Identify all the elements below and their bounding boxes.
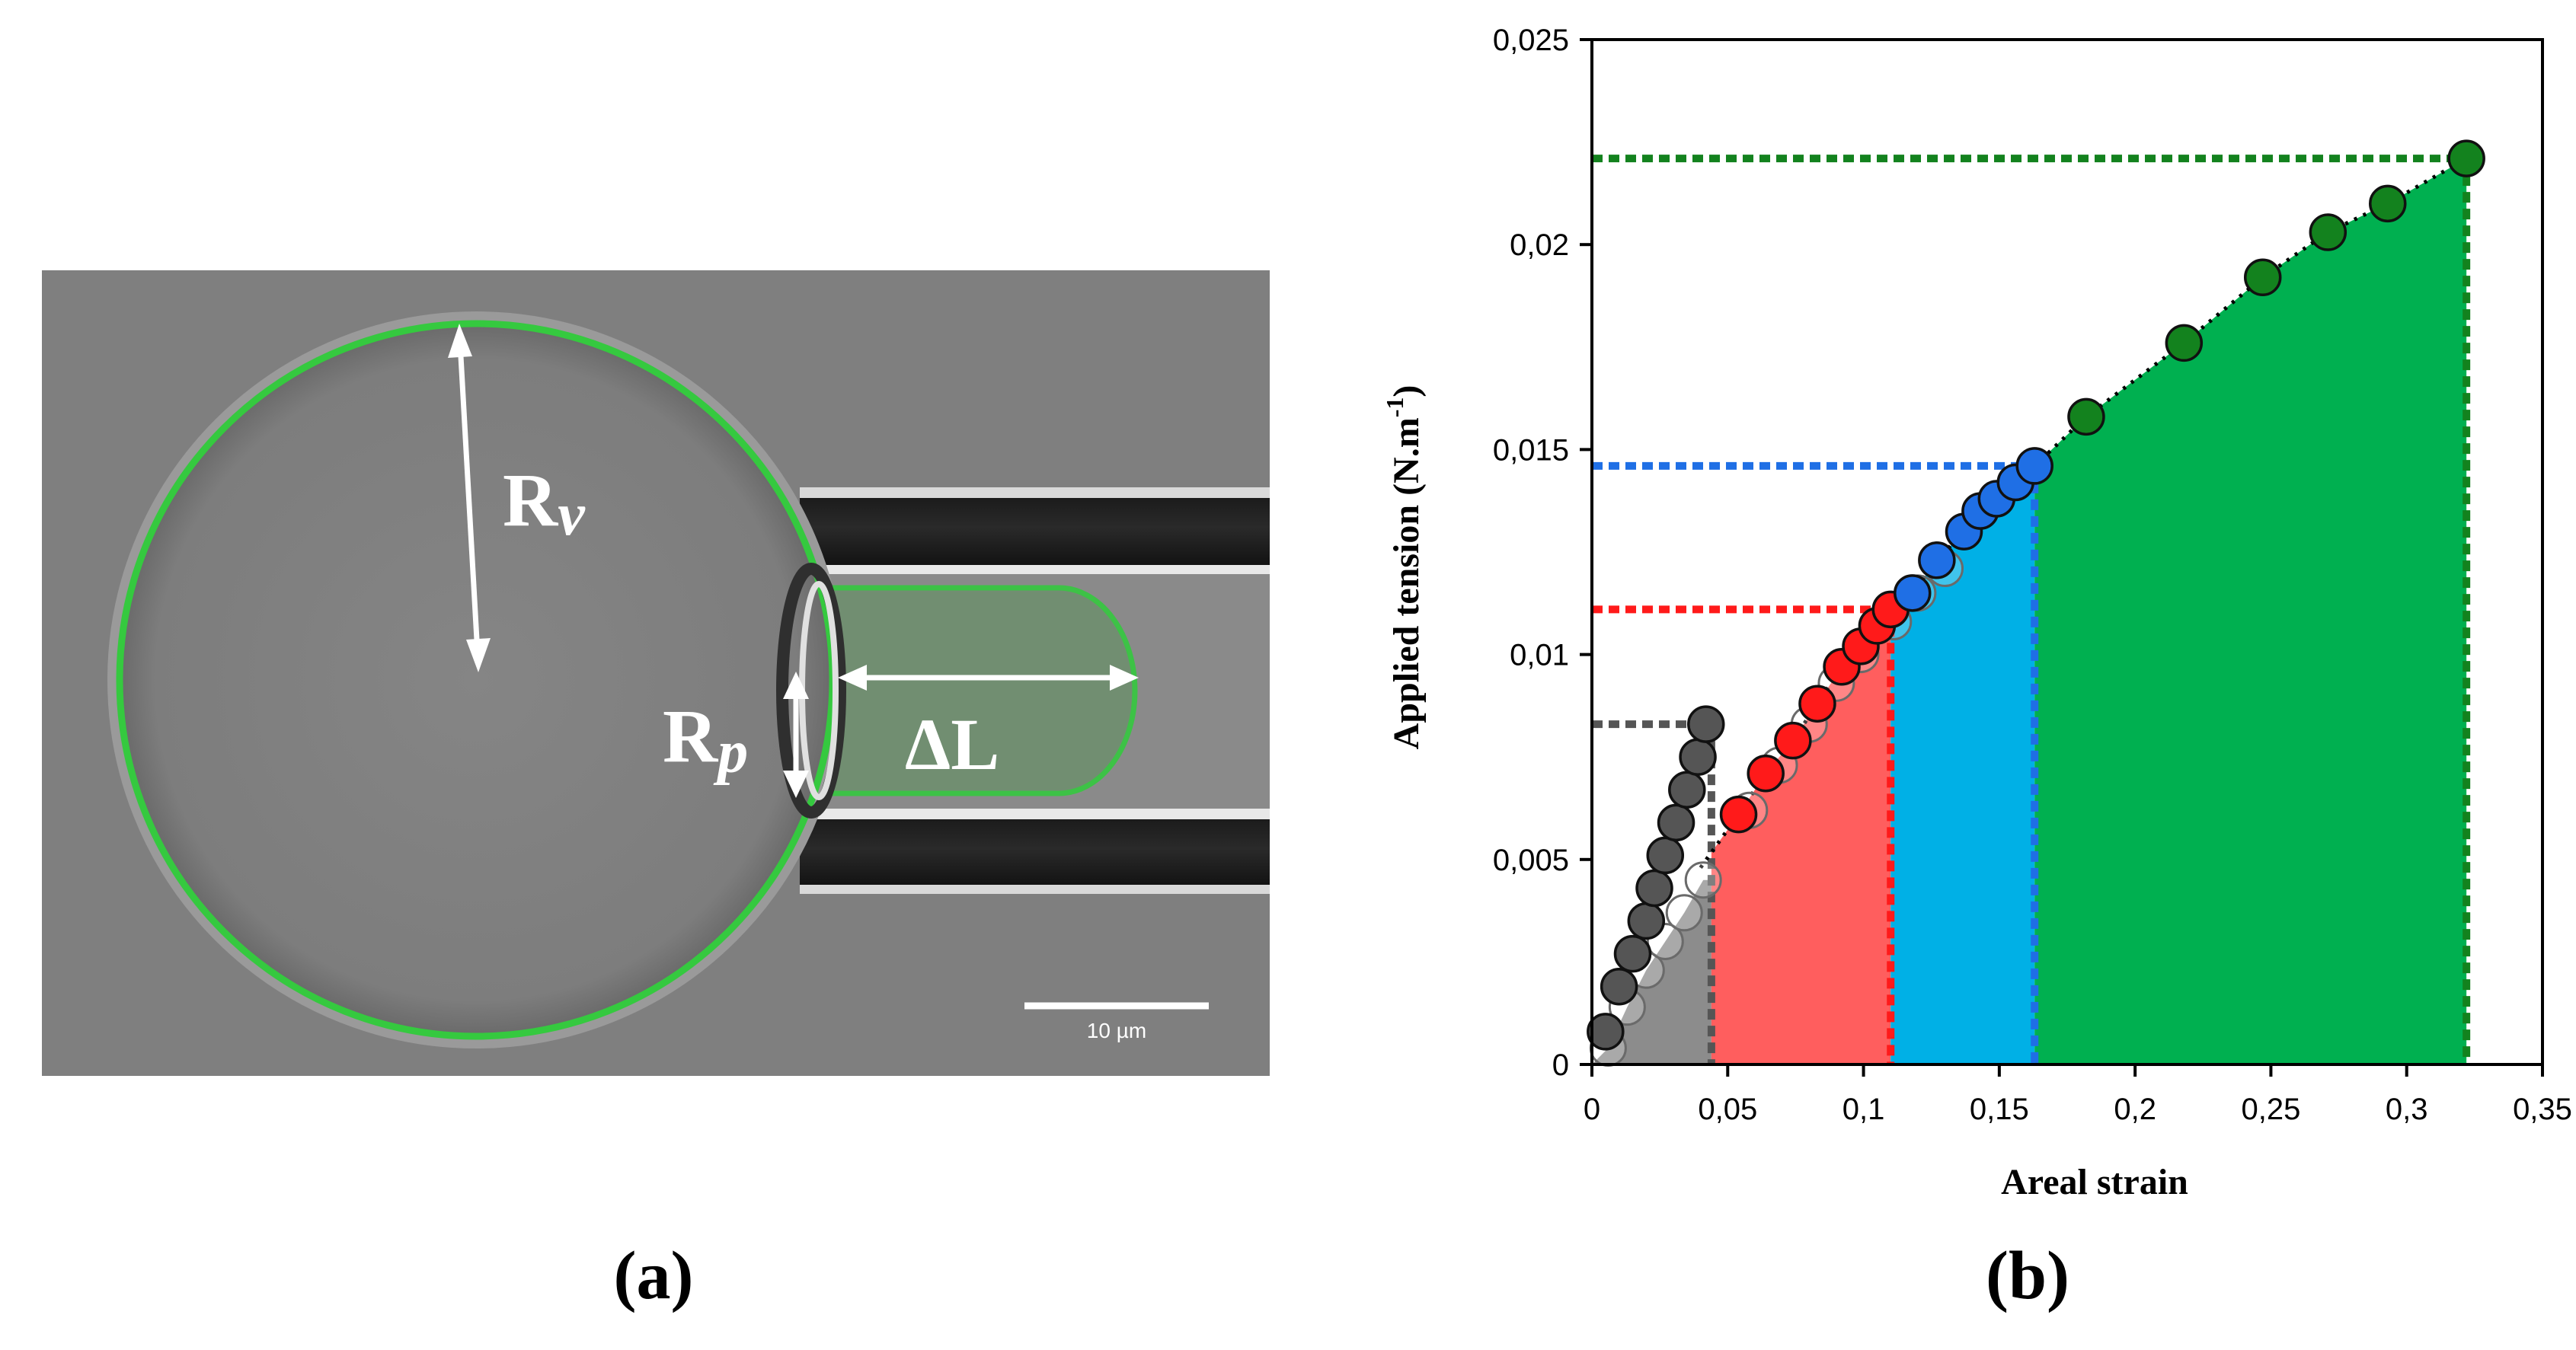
panel-b-caption: (b) <box>1986 1238 2069 1313</box>
point-grey-filled-9 <box>1687 705 1725 743</box>
point-grey-filled-0 <box>1587 1013 1625 1051</box>
point-grey-filled-3 <box>1627 902 1666 940</box>
point-grey-open-4 <box>1665 894 1703 932</box>
x-axis-label: Areal strain <box>2001 1162 2188 1202</box>
rv-arrowhead-top <box>448 324 472 358</box>
rp-arrowhead-bottom <box>783 771 809 798</box>
x-tick-label-2: 0,1 <box>1843 1093 1885 1126</box>
point-grey-filled-8 <box>1679 738 1717 776</box>
delta-l-arrowhead-left <box>838 665 867 691</box>
pipette-wall-top <box>800 495 1270 567</box>
pipette-wall-bottom <box>800 816 1270 889</box>
point-red-filled-0 <box>1719 795 1758 834</box>
region-fill-red <box>1711 609 1891 1064</box>
delta-l-arrowhead-right <box>1110 665 1139 691</box>
point-grey-filled-4 <box>1635 869 1673 908</box>
region-fills <box>1592 158 2467 1065</box>
rv-arrowhead-bottom <box>466 638 491 672</box>
aspirated-tongue <box>820 585 1138 796</box>
plot-frame <box>1590 38 2544 1066</box>
point-blue-filled-0 <box>1894 574 1932 612</box>
y-axis-label: Applied tension (N.m-1) <box>1381 385 1427 750</box>
x-tick-label-0: 0 <box>1584 1093 1600 1126</box>
y-tick-label-3: 0,015 <box>1493 433 1569 467</box>
rv-arrow <box>457 342 481 654</box>
rp-label: Rp <box>663 694 748 786</box>
micrograph-panel-a: Rv Rp ΔL 10 µm (a) <box>42 270 1270 1313</box>
point-grey-filled-7 <box>1668 771 1706 809</box>
y-tick-label-0: 0 <box>1552 1048 1569 1082</box>
delta-l-label: ΔL <box>905 704 999 785</box>
point-red-filled-1 <box>1747 754 1785 793</box>
pipette-wall-bottom-highlight <box>800 885 1270 894</box>
x-tick-label-5: 0,25 <box>2241 1093 2300 1126</box>
point-blue-filled-6 <box>2015 447 2053 485</box>
point-blue-filled-1 <box>1918 541 1956 579</box>
pipette-mouth <box>776 563 846 819</box>
x-tick-label-6: 0,3 <box>2386 1093 2428 1126</box>
point-green-filled-3 <box>2309 213 2347 251</box>
scale-bar-label: 10 µm <box>1087 1019 1146 1042</box>
x-tick-label-4: 0,2 <box>2114 1093 2156 1126</box>
point-grey-filled-2 <box>1613 934 1652 973</box>
y-tick-label-5: 0,025 <box>1493 24 1569 57</box>
y-tick-label-2: 0,01 <box>1510 639 1569 672</box>
point-grey-filled-1 <box>1600 967 1638 1006</box>
pipette-wall-top-inner <box>800 565 1270 574</box>
region-guides <box>1592 155 2471 1064</box>
region-fill-green <box>2034 158 2467 1065</box>
point-green-filled-5 <box>2447 139 2485 177</box>
x-tick-label-7: 0,35 <box>2513 1093 2572 1126</box>
panel-a-caption: (a) <box>614 1238 694 1313</box>
point-red-filled-2 <box>1774 721 1812 760</box>
x-tick-label-1: 0,05 <box>1698 1093 1757 1126</box>
y-tick-label-1: 0,005 <box>1493 844 1569 877</box>
rv-label: Rv <box>503 458 586 548</box>
chart-panel-b: 0 0,05 0,1 0,15 0,2 0,25 0,3 0,35 0 0,005 0,01 0,01… <box>1381 24 2572 1313</box>
rp-arrowhead-top <box>783 672 809 699</box>
data-points <box>1587 139 2485 1067</box>
region-fill-grey <box>1592 879 1711 1064</box>
pipette-wall-top-highlight <box>800 487 1270 498</box>
y-tick-label-4: 0,02 <box>1510 228 1569 262</box>
vesicle <box>116 320 836 1040</box>
point-green-filled-4 <box>2369 184 2407 223</box>
point-grey-filled-5 <box>1646 836 1685 875</box>
pipette-wall-bottom-inner <box>800 809 1270 819</box>
measurement-arrows <box>448 324 1139 798</box>
point-grey-open-5 <box>1684 861 1722 899</box>
point-green-filled-0 <box>2067 397 2105 436</box>
point-green-filled-2 <box>2243 258 2282 297</box>
point-grey-filled-6 <box>1657 803 1695 842</box>
point-green-filled-1 <box>2165 324 2204 362</box>
axis-ticks: 0 0,05 0,1 0,15 0,2 0,25 0,3 0,35 0 0,005 0,01 0,01… <box>1493 24 2572 1126</box>
region-fill-blue <box>1890 465 2035 1064</box>
x-tick-label-3: 0,15 <box>1970 1093 2029 1126</box>
point-red-filled-3 <box>1798 685 1836 723</box>
